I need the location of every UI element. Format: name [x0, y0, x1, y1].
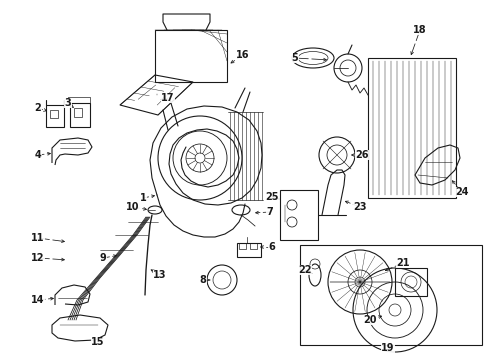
- Text: 20: 20: [363, 315, 376, 325]
- Bar: [394, 268, 426, 296]
- Bar: [50, 110, 58, 118]
- Text: 12: 12: [31, 253, 45, 263]
- Text: 5: 5: [291, 53, 298, 63]
- Text: 25: 25: [264, 192, 278, 202]
- Bar: [74, 108, 82, 117]
- Bar: [155, 30, 226, 82]
- Text: 4: 4: [35, 150, 41, 160]
- Text: 15: 15: [91, 337, 104, 347]
- Text: 3: 3: [64, 98, 71, 108]
- Text: 22: 22: [298, 265, 311, 275]
- Bar: [46, 105, 64, 127]
- Text: 11: 11: [31, 233, 45, 243]
- Text: 26: 26: [354, 150, 368, 160]
- Text: 2: 2: [35, 103, 41, 113]
- Text: 18: 18: [412, 25, 426, 35]
- Text: 10: 10: [126, 202, 140, 212]
- Text: 7: 7: [266, 207, 273, 217]
- Text: 14: 14: [31, 295, 45, 305]
- Text: 13: 13: [153, 270, 166, 280]
- Bar: [280, 190, 317, 240]
- Text: 17: 17: [161, 93, 174, 103]
- Bar: [237, 243, 261, 257]
- Text: 21: 21: [395, 258, 409, 268]
- Text: 24: 24: [454, 187, 468, 197]
- Text: 8: 8: [199, 275, 206, 285]
- Text: 6: 6: [268, 242, 275, 252]
- Text: 19: 19: [381, 343, 394, 353]
- Circle shape: [388, 304, 400, 316]
- Bar: [70, 103, 90, 127]
- Text: 16: 16: [236, 50, 249, 60]
- Bar: [239, 243, 245, 249]
- Text: 23: 23: [352, 202, 366, 212]
- Bar: [249, 243, 257, 249]
- Text: 1: 1: [140, 193, 146, 203]
- Bar: [367, 58, 455, 198]
- Bar: [299, 245, 481, 345]
- Text: 9: 9: [100, 253, 106, 263]
